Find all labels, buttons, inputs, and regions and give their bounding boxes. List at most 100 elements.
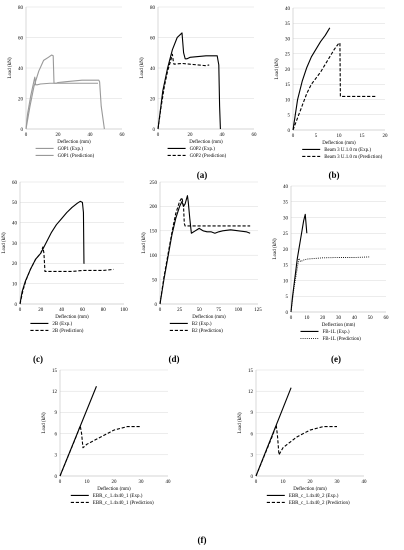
x-axis-title: Deflection (mm) <box>322 323 356 328</box>
y-tick-label: 0 <box>55 475 58 480</box>
x-tick-label: 0 <box>255 480 258 485</box>
y-tick-label: 40 <box>283 185 289 190</box>
panel-label: (f) <box>198 535 207 545</box>
y-tick-label: 100 <box>150 254 158 259</box>
x-tick-label: 10 <box>337 134 343 139</box>
panel-label: (d) <box>169 354 180 364</box>
y-tick-label: 200 <box>150 205 158 210</box>
x-axis-title: Deflection (mm) <box>192 315 226 320</box>
x-axis-title: Deflection (mm) <box>57 140 91 145</box>
series-line <box>292 42 376 131</box>
y-tick-label: 40 <box>18 67 24 72</box>
y-tick-label: 60 <box>18 36 24 41</box>
chart-f2: 0 10 20 30 40 0 3 6 9 12 15 Deflection (mm) Load (kN… <box>238 369 367 506</box>
y-tick-label: 0 <box>286 311 289 316</box>
x-axis-title: Deflection (mm) <box>97 487 131 492</box>
x-tick-label: 20 <box>383 134 389 139</box>
chart-d: 0 25 50 75 100 125 0 50 100 150 200 250 Deflection (… <box>142 181 262 334</box>
x-tick-label: 50 <box>368 316 374 321</box>
y-tick-label: 10 <box>285 98 291 103</box>
y-tick-label: 10 <box>12 282 18 287</box>
y-tick-label: 25 <box>283 232 289 237</box>
x-tick-label: 0 <box>157 133 160 138</box>
series-line <box>292 27 331 131</box>
x-tick-label: 20 <box>56 133 62 138</box>
y-axis-title: Load (kN) <box>273 238 278 259</box>
y-tick-label: 35 <box>283 201 289 206</box>
series-line <box>59 386 97 477</box>
y-tick-label: 0 <box>153 128 156 133</box>
y-axis-title: Load (kN) <box>42 412 47 433</box>
y-tick-label: 20 <box>150 97 156 102</box>
y-tick-label: 0 <box>288 129 291 134</box>
x-tick-label: 0 <box>19 308 22 313</box>
x-tick-label: 20 <box>308 480 314 485</box>
x-tick-label: 10 <box>281 480 287 485</box>
y-tick-label: 15 <box>285 83 291 88</box>
chart-a: 0 20 40 60 0 20 40 60 80 Deflection (mm) Load (kN)… <box>8 6 125 159</box>
y-tick-label: 9 <box>55 411 58 416</box>
y-tick-label: 0 <box>155 303 158 308</box>
x-tick-label: 30 <box>335 480 341 485</box>
y-tick-label: 20 <box>12 262 18 267</box>
x-tick-label: 25 <box>177 308 183 313</box>
x-tick-label: 20 <box>188 133 194 138</box>
series-line <box>290 213 308 313</box>
legend-label: 2B (Prediction) <box>52 329 83 334</box>
x-tick-label: 40 <box>166 480 172 485</box>
y-tick-label: 30 <box>283 216 289 221</box>
y-tick-label: 35 <box>285 22 291 27</box>
legend-label: B2 (Prediction) <box>192 329 223 334</box>
series-line <box>159 197 251 305</box>
x-tick-label: 20 <box>38 308 44 313</box>
y-tick-label: 250 <box>150 181 158 186</box>
y-tick-label: 30 <box>12 242 18 247</box>
series-line <box>157 32 221 130</box>
y-tick-label: 15 <box>283 264 289 269</box>
y-tick-label: 3 <box>251 454 254 459</box>
x-tick-label: 15 <box>360 134 366 139</box>
x-tick-label: 75 <box>216 308 222 313</box>
y-tick-label: 3 <box>55 454 58 459</box>
x-tick-label: 0 <box>159 308 162 313</box>
y-tick-label: 50 <box>12 201 18 206</box>
series-line <box>255 424 337 477</box>
x-tick-label: 60 <box>80 308 86 313</box>
x-tick-label: 0 <box>59 480 62 485</box>
y-tick-label: 5 <box>288 114 291 119</box>
legend-label: EBR_c_1.4x40_2 (Exp.) <box>289 494 339 499</box>
y-tick-label: 20 <box>18 97 24 102</box>
x-tick-label: 125 <box>254 308 262 313</box>
y-tick-label: 40 <box>285 7 291 12</box>
y-tick-label: 15 <box>248 369 254 374</box>
y-axis-title: Load (kN) <box>142 232 147 253</box>
panel-label: (a) <box>197 170 208 180</box>
x-tick-label: 40 <box>362 480 368 485</box>
x-axis-title: Deflection (mm) <box>55 315 89 320</box>
y-axis-title: Load (kN) <box>140 57 145 78</box>
x-tick-label: 30 <box>139 480 145 485</box>
legend-label: G0P1 (Exp.) <box>58 147 84 152</box>
y-tick-label: 12 <box>52 390 58 395</box>
y-tick-label: 6 <box>55 432 58 437</box>
chart-b: 0 5 10 15 20 0 5 10 15 20 25 30 35 40 Deflection (mm) L… <box>275 7 388 160</box>
legend-label: FB-1L (Prediction) <box>323 337 362 342</box>
series-line <box>159 195 251 305</box>
x-tick-label: 20 <box>320 316 326 321</box>
x-tick-label: 30 <box>336 316 342 321</box>
panel-label: (c) <box>33 354 43 364</box>
series-line <box>290 256 371 313</box>
x-tick-label: 80 <box>101 308 107 313</box>
series-line <box>25 54 105 130</box>
x-tick-label: 60 <box>384 316 390 321</box>
x-axis-title: Deflection (mm) <box>189 140 223 145</box>
y-tick-label: 0 <box>251 475 254 480</box>
legend-label: 2B (Exp.) <box>52 322 72 327</box>
y-tick-label: 40 <box>150 67 156 72</box>
x-tick-label: 60 <box>120 133 126 138</box>
legend-label: B2 (Exp.) <box>192 322 212 327</box>
series-line <box>157 53 210 130</box>
y-axis-title: Load (kN) <box>238 412 243 433</box>
x-tick-label: 0 <box>25 133 28 138</box>
y-tick-label: 20 <box>285 68 291 73</box>
